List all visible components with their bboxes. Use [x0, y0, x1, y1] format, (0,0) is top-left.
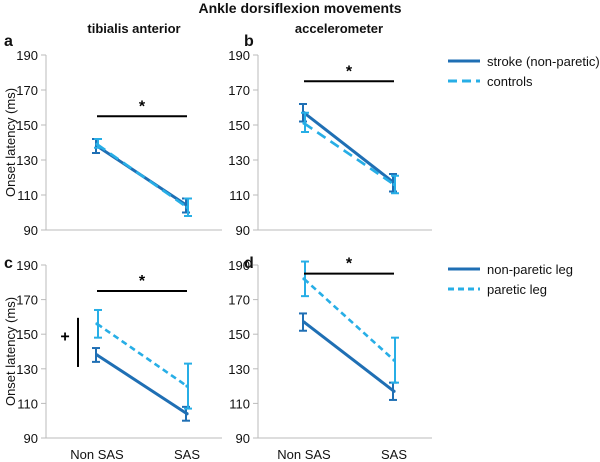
- series-paretic-leg: [301, 260, 399, 384]
- series-controls: [94, 138, 192, 217]
- y-tick-label: 170: [228, 293, 250, 308]
- series-non-paretic-leg: [92, 347, 190, 422]
- series-line: [303, 122, 395, 186]
- legend-label: non-paretic leg: [487, 262, 573, 277]
- data-point: [95, 353, 99, 357]
- y-tick-label: 150: [228, 327, 250, 342]
- x-tick-label: SAS: [381, 447, 407, 462]
- panel-a: a tibialis anterior 90 110 130 150 170 190 Onset…: [3, 21, 222, 238]
- data-point: [302, 277, 306, 281]
- data-point: [392, 182, 396, 187]
- y-tick-label: 150: [16, 327, 38, 342]
- data-point: [185, 412, 189, 416]
- y-tick-label: 90: [236, 223, 250, 238]
- series-paretic-leg: [94, 308, 192, 410]
- panel-subtitle: accelerometer: [295, 21, 383, 36]
- y-tick-label: 170: [228, 83, 250, 98]
- legend-label: controls: [487, 74, 533, 89]
- series-controls: [301, 111, 399, 195]
- series-non-paretic-leg: [299, 312, 397, 401]
- panel-letter: a: [4, 33, 13, 50]
- x-tick-label: Non SAS: [70, 447, 124, 462]
- y-axis-label: Onset latency (ms): [3, 297, 18, 406]
- legend-item: controls: [448, 74, 533, 89]
- panel-c: c 90 110 130 150 170 190 Onset latency (ms) Non …: [3, 255, 222, 462]
- significance-label: *: [139, 273, 146, 290]
- y-tick-label: 190: [16, 48, 38, 63]
- legend-item: paretic leg: [448, 282, 547, 297]
- series-line: [303, 111, 395, 184]
- y-tick-label: 110: [229, 188, 250, 203]
- legend-item: stroke (non-paretic): [448, 54, 600, 69]
- data-point: [185, 384, 189, 388]
- data-point: [392, 389, 396, 393]
- y-tick-label: 170: [16, 293, 38, 308]
- data-point: [95, 142, 99, 146]
- series-stroke-non-paretic-: [299, 103, 397, 193]
- series-line: [96, 322, 188, 388]
- y-tick-label: 150: [16, 118, 38, 133]
- y-tick-label: 130: [228, 362, 250, 377]
- y-tick-label: 110: [17, 188, 38, 203]
- y-tick-label: 130: [16, 153, 38, 168]
- series-line: [96, 143, 188, 209]
- legend-bottom: non-paretic leg paretic leg: [448, 262, 573, 297]
- x-tick-label: Non SAS: [277, 447, 331, 462]
- y-tick-label: 190: [228, 258, 250, 273]
- panel-subtitle: tibialis anterior: [87, 21, 180, 36]
- series-line: [303, 277, 395, 362]
- x-tick-label: SAS: [174, 447, 200, 462]
- legend-label: stroke (non-paretic): [487, 54, 600, 69]
- significance-label: *: [346, 63, 353, 80]
- y-tick-label: 110: [17, 396, 38, 411]
- series-line: [96, 353, 188, 416]
- panel-letter: b: [244, 33, 254, 50]
- data-point: [392, 358, 396, 362]
- legend-label: paretic leg: [487, 282, 547, 297]
- figure-title: Ankle dorsiflexion movements: [198, 0, 401, 16]
- panel-letter: c: [4, 255, 13, 272]
- data-point: [302, 121, 306, 125]
- y-tick-label: 90: [24, 223, 38, 238]
- y-tick-label: 90: [236, 431, 250, 446]
- panel-letter: d: [244, 255, 254, 272]
- legend-item: non-paretic leg: [448, 262, 573, 277]
- y-tick-label: 190: [16, 258, 38, 273]
- y-tick-label: 90: [24, 431, 38, 446]
- y-tick-label: 110: [229, 396, 250, 411]
- side-marker-label: +: [60, 328, 69, 345]
- y-tick-label: 170: [16, 83, 38, 98]
- panel-b: b accelerometer 90 110 130 150 170 190 *: [228, 21, 432, 238]
- data-point: [302, 320, 306, 324]
- y-axis-label: Onset latency (ms): [3, 88, 18, 197]
- charts: a tibialis anterior 90 110 130 150 170 190 Onset…: [3, 21, 432, 462]
- y-tick-label: 190: [228, 48, 250, 63]
- data-point: [185, 205, 189, 209]
- data-point: [95, 322, 99, 326]
- legends: stroke (non-paretic) controls non-paretic …: [448, 54, 600, 297]
- series-line: [303, 320, 395, 393]
- legend-top: stroke (non-paretic) controls: [448, 54, 600, 89]
- y-tick-label: 130: [228, 153, 250, 168]
- y-tick-label: 150: [228, 118, 250, 133]
- y-tick-label: 130: [16, 362, 38, 377]
- significance-label: *: [139, 98, 146, 115]
- significance-label: *: [346, 256, 353, 273]
- panel-d: d 90 110 130 150 170 190 Non SAS SAS *: [228, 255, 432, 462]
